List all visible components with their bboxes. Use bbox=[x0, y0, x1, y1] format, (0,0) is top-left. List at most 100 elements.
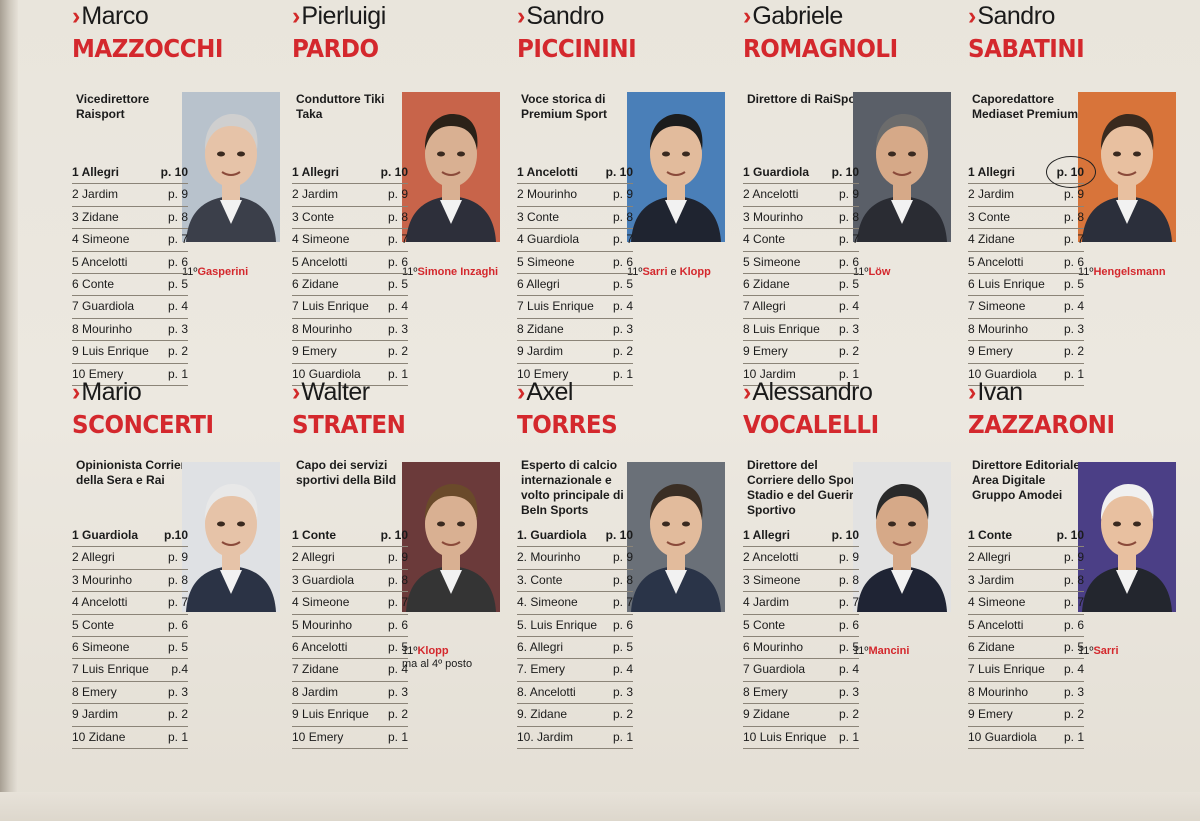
ranking-row: 8 Luis Enrique p. 3 bbox=[743, 319, 859, 342]
ranking-points: p. 6 bbox=[838, 254, 859, 269]
ranking-rank-and-name: 8. Ancelotti bbox=[517, 682, 576, 703]
ranking-position: 5 bbox=[292, 254, 299, 269]
ranking-row: 6 Zidane p. 5 bbox=[968, 637, 1084, 660]
juror-role: Direttore del Corriere dello Sport-Stadi… bbox=[747, 458, 864, 517]
ranking-coach-name: Jardim bbox=[527, 344, 564, 359]
ranking-position: 1 bbox=[517, 165, 524, 179]
eleventh-ordinal: 11º bbox=[402, 645, 418, 657]
ranking-coach-name: Conte bbox=[978, 209, 1011, 224]
ranking-position: 4 bbox=[72, 595, 79, 610]
ranking-coach-name: Simeone bbox=[753, 254, 801, 269]
ranking-coach-name: Ancelotti bbox=[977, 254, 1024, 269]
ranking-row: 4 Simeone p. 7 bbox=[292, 229, 408, 252]
ranking-row: 3 Zidane p. 8 bbox=[72, 207, 188, 230]
ranking-coach-name: Zidane bbox=[88, 729, 126, 744]
ranking-points: p. 6 bbox=[1063, 254, 1084, 269]
ranking-points: p. 9 bbox=[167, 187, 188, 202]
ranking-rank-and-name: 8 Mourinho bbox=[968, 682, 1028, 703]
ranking-position: 3 bbox=[743, 209, 750, 224]
juror-photo bbox=[1078, 92, 1176, 242]
ranking-points: p. 1 bbox=[1063, 366, 1084, 381]
ranking-points: p. 2 bbox=[387, 707, 408, 722]
ranking-rank-and-name: 4 Guardiola bbox=[517, 229, 579, 250]
portrait-illustration bbox=[402, 462, 500, 612]
ranking-position: 6 bbox=[292, 639, 299, 654]
ranking-points: p. 8 bbox=[167, 572, 188, 587]
ranking-coach-name: Allegri bbox=[752, 528, 790, 542]
ranking-rank-and-name: 10 Emery bbox=[72, 364, 123, 385]
ranking-row: 3 Jardim p. 8 bbox=[968, 570, 1084, 593]
ranking-coach-name: Guardiola bbox=[308, 366, 361, 381]
ranking-row: 7 Allegri p. 4 bbox=[743, 296, 859, 319]
ranking-rank-and-name: 4 Simeone bbox=[292, 592, 349, 613]
eleventh-place-note: 11ºHengelsmann bbox=[1078, 266, 1166, 278]
ranking-position: 2 bbox=[292, 550, 299, 565]
juror-first-name-line: ›Pierluigi bbox=[292, 2, 386, 31]
ranking-rank-and-name: 5 Mourinho bbox=[292, 615, 352, 636]
ranking-position: 8 bbox=[517, 321, 524, 336]
ranking-rank-and-name: 1 Allegri bbox=[968, 162, 1015, 183]
ranking-points: p. 3 bbox=[1063, 321, 1084, 336]
ranking-rank-and-name: 5 Ancelotti bbox=[968, 615, 1023, 636]
ranking-rank-and-name: 2 Jardim bbox=[72, 184, 118, 205]
juror-last-name: PICCININI bbox=[517, 34, 637, 63]
ranking-points: p. 8 bbox=[167, 209, 188, 224]
ranking-points: p. 3 bbox=[838, 684, 859, 699]
ranking-row: 8 Jardim p. 3 bbox=[292, 682, 408, 705]
ranking-position: 9 bbox=[743, 707, 750, 722]
ranking-position: 9 bbox=[517, 344, 524, 359]
juror-first-name: Ivan bbox=[977, 378, 1023, 406]
ranking-row: 3 Conte p. 8 bbox=[968, 207, 1084, 230]
ranking-row: 10 Jardim p. 1 bbox=[743, 364, 859, 386]
eleventh-note: ma al 4º posto bbox=[402, 658, 473, 670]
ranking-points: p. 7 bbox=[1063, 595, 1084, 610]
juror-first-name: Sandro bbox=[977, 2, 1055, 30]
ranking-points: p. 5 bbox=[387, 639, 408, 654]
ranking-coach-name: Allegri bbox=[81, 550, 115, 565]
portrait-illustration bbox=[402, 92, 500, 242]
ranking-position: 7 bbox=[292, 662, 299, 677]
ranking-position: 8 bbox=[968, 321, 975, 336]
chevron-right-icon: › bbox=[968, 2, 977, 30]
ranking-coach-name: Guardiola bbox=[984, 729, 1037, 744]
juror-photo bbox=[1078, 462, 1176, 612]
ranking-row: 5 Mourinho p. 6 bbox=[292, 615, 408, 637]
ranking-position: 10 bbox=[292, 729, 306, 744]
ranking-position: 2 bbox=[743, 550, 750, 565]
ranking-points: p. 10 bbox=[380, 165, 408, 179]
portrait-illustration bbox=[1078, 92, 1176, 242]
juror-first-name: Gabriele bbox=[752, 2, 843, 30]
ranking-position: 5 bbox=[968, 254, 975, 269]
ranking-rank-and-name: 6 Zidane bbox=[743, 274, 790, 295]
ranking-rank-and-name: 8 Emery bbox=[743, 682, 788, 703]
juror-first-name: Mario bbox=[81, 378, 142, 406]
ranking-points: p. 8 bbox=[387, 572, 408, 587]
juror-first-name-line: ›Gabriele bbox=[743, 2, 843, 31]
eleventh-coach-name: Klopp bbox=[417, 645, 449, 657]
ranking-row: 3. Conte p. 8 bbox=[517, 570, 633, 593]
portrait-illustration bbox=[182, 92, 280, 242]
ranking-row: 9. Zidane p. 2 bbox=[517, 704, 633, 727]
ranking-rank-and-name: 3 Simeone bbox=[743, 570, 800, 591]
ranking-row: 1 Conte p. 10 bbox=[968, 525, 1084, 548]
ranking-coach-name: Luis Enrique bbox=[302, 707, 369, 722]
ranking-row: 4 Simeone p. 7 bbox=[292, 592, 408, 615]
ranking-row: 3 Conte p. 8 bbox=[517, 207, 633, 230]
ranking-position: 3. bbox=[517, 572, 528, 587]
ranking-row: 2. Mourinho p. 9 bbox=[517, 547, 633, 570]
ranking-coach-name: Emery bbox=[530, 662, 566, 677]
ranking-position: 6 bbox=[72, 276, 79, 291]
ranking-position: 4 bbox=[743, 595, 750, 610]
ranking-points: p. 6 bbox=[612, 617, 633, 632]
ranking-points: p. 7 bbox=[167, 232, 188, 247]
ranking-points: p. 8 bbox=[838, 209, 859, 224]
ranking-points: p. 6 bbox=[387, 617, 408, 632]
ranking-points: p. 10 bbox=[605, 165, 633, 179]
ranking-points: p. 8 bbox=[1063, 572, 1084, 587]
ranking-position: 1 bbox=[968, 165, 975, 179]
eleventh-place-note: 11ºGasperini bbox=[182, 266, 248, 278]
ranking-points: p. 2 bbox=[167, 707, 188, 722]
chevron-right-icon: › bbox=[968, 378, 977, 406]
ranking-position: 10 bbox=[743, 366, 757, 381]
juror-photo bbox=[627, 462, 725, 612]
